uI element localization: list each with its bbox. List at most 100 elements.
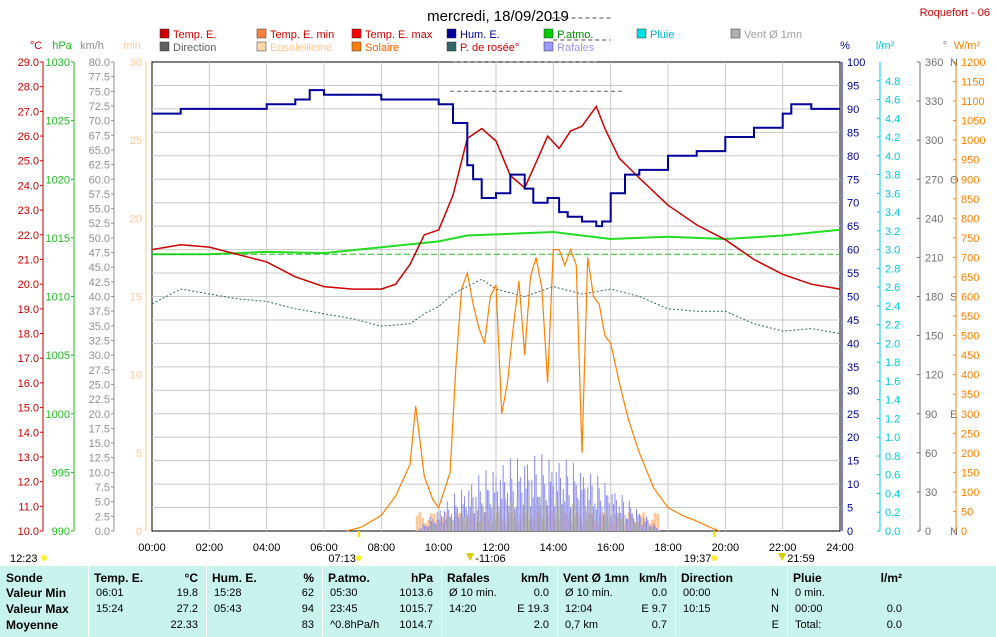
direction-axis-tick-label: 60 <box>925 448 937 460</box>
table-cell-value: 1013.6 <box>399 587 433 599</box>
legend-swatch <box>256 41 267 52</box>
table-column: Pluie l/m² 0 min. 00:00 0.0 Total: 0.0 <box>787 566 910 637</box>
table-cell-time: 12:04 <box>565 603 593 615</box>
solar-axis-tick-label: 950 <box>961 155 979 167</box>
legend-label: Vent Ø 1mn <box>744 29 802 41</box>
solar-axis-tick-label: 1050 <box>961 116 985 128</box>
temp-axis-tick-label: 13.0 <box>18 452 39 464</box>
table-unit: °C <box>184 571 198 585</box>
temp-axis-tick-label: 27.0 <box>18 106 39 118</box>
legend-label: Temp. E. max <box>365 29 433 41</box>
table-cell-time: 15:24 <box>96 603 124 615</box>
legend-swatch <box>159 28 170 39</box>
wind-axis-tick-label: 77.5 <box>89 72 110 84</box>
rain-axis-tick-label: 1.2 <box>885 413 900 425</box>
legend-label: Hum. E. <box>460 29 500 41</box>
direction-axis-tick-label: 300 <box>925 135 943 147</box>
direction-name: S <box>950 292 957 304</box>
sunshine-axis-tick-label: 25 <box>130 135 142 147</box>
table-header: Hum. E. <box>212 571 257 585</box>
sunrise-marker <box>355 555 362 561</box>
direction-name: O <box>950 174 959 186</box>
table-header: Temp. E. <box>94 571 144 585</box>
table-column: Hum. E.% 15:28 62 05:43 94 83 <box>206 566 322 637</box>
x-tick-label: 24:00 <box>826 542 854 554</box>
wind-axis-tick-label: 60.0 <box>89 174 110 186</box>
table-unit: % <box>303 571 314 585</box>
humidity-axis-tick-label: 70 <box>847 198 859 210</box>
table-divider <box>675 566 676 637</box>
rain-axis-tick-label: 4.8 <box>885 76 900 88</box>
humidity-axis-tick-label: 20 <box>847 432 859 444</box>
table-cell-value: 62 <box>301 587 314 599</box>
row-label: Valeur Max <box>6 602 69 616</box>
transit-label: -11:06 <box>475 553 505 565</box>
rain-axis-tick-label: 0.2 <box>885 507 900 519</box>
x-tick-label: 04:00 <box>253 542 281 554</box>
humidity-axis-tick-label: 55 <box>847 268 859 280</box>
table-column: Temp. E. °C 06:01 19.8 15:24 27.2 22.33 <box>88 566 206 637</box>
rain-axis-tick-label: 1.8 <box>885 357 900 369</box>
table-unit: km/h <box>520 571 549 585</box>
humidity-axis-tick-label: 5 <box>847 503 853 515</box>
wind-axis-tick-label: 15.0 <box>89 438 110 450</box>
wind-axis-tick-label: 45.0 <box>89 262 110 274</box>
temp-axis-tick-label: 23.0 <box>18 205 39 217</box>
legend-swatch <box>543 41 554 52</box>
wind-axis-tick-label: 75.0 <box>89 86 110 98</box>
table-divider <box>206 566 207 637</box>
table-cell-time: ^0.8hPa/h <box>330 619 380 631</box>
sunshine-bar <box>656 513 660 531</box>
moonrise-marker <box>41 555 47 561</box>
sunrise-label: 07:13 <box>328 553 356 565</box>
direction-name: E <box>950 409 957 421</box>
legend-swatch <box>159 41 170 52</box>
rain-axis-tick-label: 3.0 <box>885 245 900 257</box>
legend-swatch <box>351 41 362 52</box>
rain-axis-tick-label: 0.6 <box>885 470 900 482</box>
wind-axis-tick-label: 30.0 <box>89 350 110 362</box>
solar-axis-tick-label: 900 <box>961 174 979 186</box>
humidity-axis-tick-label: 30 <box>847 385 859 397</box>
legend-label: Temp. E. min <box>270 29 334 41</box>
sunshine-axis-tick-label: 20 <box>130 213 142 225</box>
wind-axis-tick-label: 25.0 <box>89 379 110 391</box>
x-tick-label: 06:00 <box>310 542 338 554</box>
legend-swatch <box>446 41 457 52</box>
table-cell-value: 94 <box>301 603 314 615</box>
direction-axis-tick-label: 180 <box>925 292 943 304</box>
wind-axis-tick-label: 20.0 <box>89 409 110 421</box>
temp-axis-tick-label: 12.0 <box>18 477 39 489</box>
solar-axis-tick-label: 200 <box>961 448 979 460</box>
table-cell-value: 0.0 <box>886 619 902 631</box>
table-cell-time: 05:30 <box>330 587 358 599</box>
wind-axis-tick-label: 47.5 <box>89 248 110 260</box>
table-cell-value: N <box>771 603 779 615</box>
table-cell-time: 00:00 <box>795 603 823 615</box>
pressure-axis-tick-label: 1005 <box>46 350 70 362</box>
wind-axis-tick-label: 27.5 <box>89 365 110 377</box>
sunshine-axis-tick-label: 5 <box>136 448 142 460</box>
table-unit: km/h <box>638 571 667 585</box>
temp-axis-tick-label: 25.0 <box>18 156 39 168</box>
pressure-axis-tick-label: 1010 <box>46 292 70 304</box>
sunshine-bar <box>415 515 419 531</box>
solar-axis-tick-label: 1150 <box>961 77 985 89</box>
legend-label: Ensoleilleme <box>270 42 332 54</box>
pressure-axis-tick-label: 1030 <box>46 57 70 69</box>
solar-axis-tick-label: 350 <box>961 389 979 401</box>
solar-axis-tick-label: 450 <box>961 350 979 362</box>
table-unit: l/m² <box>880 571 902 585</box>
humidity-axis-tick-label: 25 <box>847 409 859 421</box>
x-tick-label: 10:00 <box>425 542 453 554</box>
rain-axis-tick-label: 1.0 <box>885 432 900 444</box>
table-cell-value: E <box>771 619 779 631</box>
humidity-axis-tick-label: 100 <box>847 57 865 69</box>
table-header: Vent Ø 1mn <box>563 571 630 585</box>
x-tick-label: 08:00 <box>368 542 396 554</box>
sunshine-bar <box>432 513 436 531</box>
table-column: Rafales km/h Ø 10 min. 0.0 14:20 E 19.3 2.0 <box>441 566 557 637</box>
moonset-marker <box>778 553 787 561</box>
direction-axis-tick-label: 240 <box>925 213 943 225</box>
unit-label: hPa <box>52 40 72 52</box>
